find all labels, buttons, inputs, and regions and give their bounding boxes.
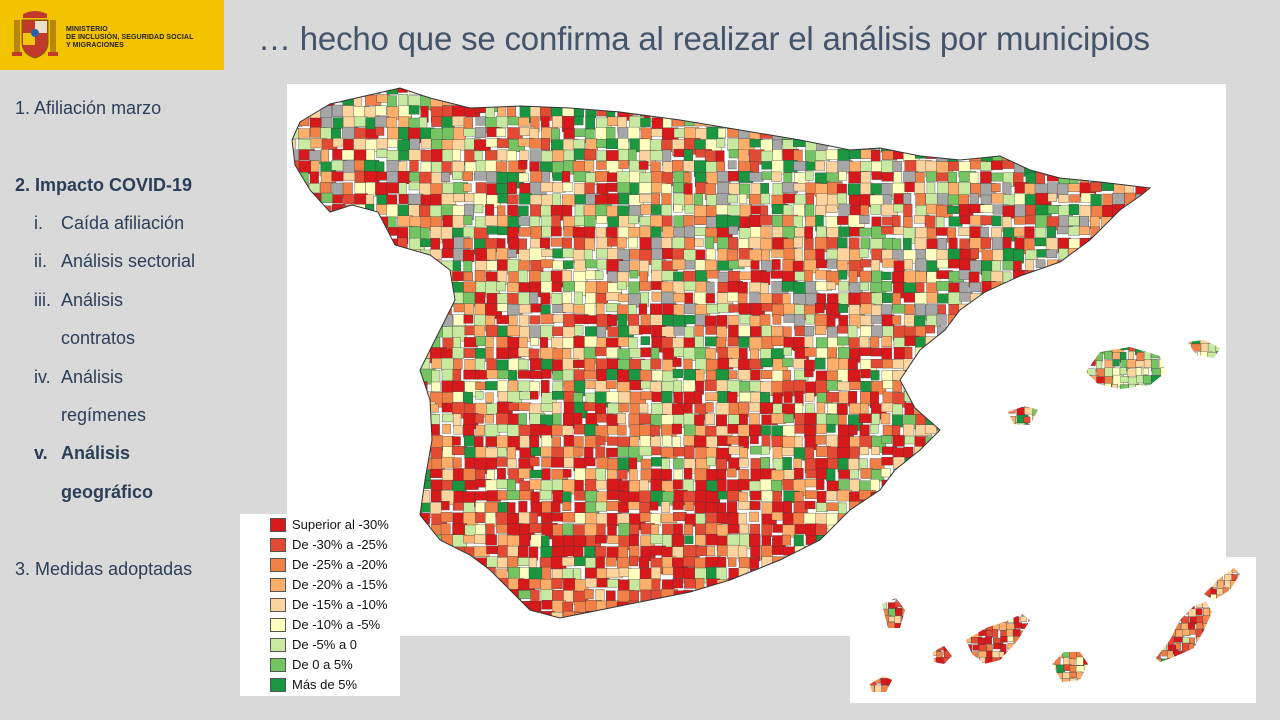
legend-label: Más de 5% bbox=[292, 677, 358, 692]
peninsula-municipalities bbox=[292, 88, 1150, 618]
legend-swatch bbox=[270, 558, 286, 572]
nav-item-impacto-covid[interactable]: 2. Impacto COVID-19 bbox=[15, 175, 193, 195]
legend-label: De -15% a -10% bbox=[292, 597, 388, 612]
legend-swatch bbox=[270, 538, 286, 552]
legend-swatch bbox=[270, 658, 286, 672]
nav-item-afiliacion-marzo[interactable]: 1. Afiliación marzo bbox=[15, 98, 162, 118]
balearic-islands bbox=[1008, 340, 1220, 425]
legend-label: De 0 a 5% bbox=[292, 657, 353, 672]
slide-title: … hecho que se confirma al realizar el a… bbox=[258, 20, 1150, 57]
legend-label: De -20% a -15% bbox=[292, 577, 388, 592]
nav-item-medidas-adoptadas[interactable]: 3. Medidas adoptadas bbox=[15, 559, 193, 579]
sidebar: MINISTERIO DE INCLUSIÓN, SEGURIDAD SOCIA… bbox=[0, 0, 224, 720]
legend-swatch bbox=[270, 598, 286, 612]
ministry-name: MINISTERIO DE INCLUSIÓN, SEGURIDAD SOCIA… bbox=[66, 26, 194, 49]
legend-swatch bbox=[270, 678, 286, 692]
legend-swatch bbox=[270, 518, 286, 532]
legend-label: De -30% a -25% bbox=[292, 537, 388, 552]
coat-of-arms-icon bbox=[12, 11, 58, 59]
map-legend: Superior al -30% De -30% a -25% De -25% … bbox=[240, 514, 400, 696]
legend-label: De -10% a -5% bbox=[292, 617, 381, 632]
canary-islands bbox=[870, 568, 1240, 692]
legend-swatch bbox=[270, 578, 286, 592]
peninsula-outline bbox=[291, 87, 1152, 619]
legend-label: De -25% a -20% bbox=[292, 557, 388, 572]
legend-swatch bbox=[270, 618, 286, 632]
legend-label: De -5% a 0 bbox=[292, 637, 358, 652]
legend-swatch bbox=[270, 638, 286, 652]
legend-label: Superior al -30% bbox=[292, 517, 389, 532]
ministry-logo: MINISTERIO DE INCLUSIÓN, SEGURIDAD SOCIA… bbox=[0, 0, 224, 70]
